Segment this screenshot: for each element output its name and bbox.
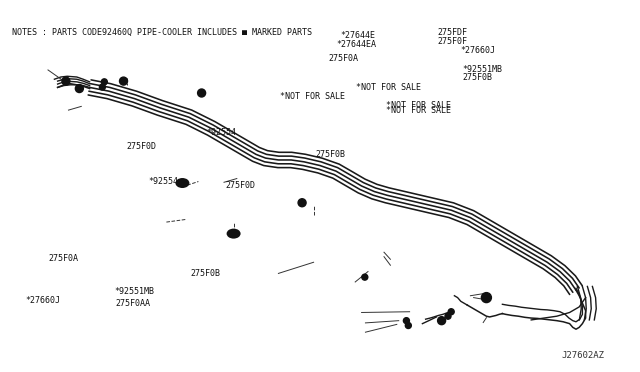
Text: *NOT FOR SALE: *NOT FOR SALE	[280, 92, 346, 101]
Text: *92551MB: *92551MB	[462, 65, 502, 74]
Text: *27644E: *27644E	[340, 31, 376, 40]
Text: *NOT FOR SALE: *NOT FOR SALE	[386, 101, 451, 110]
Text: *92554: *92554	[148, 177, 179, 186]
Ellipse shape	[227, 229, 241, 238]
Text: 275F0A: 275F0A	[48, 254, 78, 263]
Circle shape	[438, 317, 445, 325]
Circle shape	[76, 84, 83, 93]
Text: 275F0D: 275F0D	[126, 142, 156, 151]
Text: *92554: *92554	[206, 128, 236, 137]
Text: 275F0AA: 275F0AA	[115, 299, 150, 308]
Text: 275F0F: 275F0F	[437, 37, 467, 46]
Text: *92551MB: *92551MB	[114, 287, 154, 296]
Circle shape	[445, 313, 451, 319]
Text: *27644EA: *27644EA	[336, 40, 376, 49]
Text: *27660J: *27660J	[26, 296, 61, 305]
Circle shape	[298, 199, 306, 207]
Circle shape	[62, 77, 70, 85]
Text: 275F0B: 275F0B	[316, 150, 346, 159]
Circle shape	[198, 89, 205, 97]
Circle shape	[481, 293, 492, 302]
Text: *27660J: *27660J	[461, 46, 496, 55]
Circle shape	[101, 79, 108, 85]
Text: 275F0D: 275F0D	[225, 182, 255, 190]
Ellipse shape	[175, 178, 189, 188]
Text: *NOT FOR SALE: *NOT FOR SALE	[356, 83, 422, 92]
Circle shape	[448, 309, 454, 315]
Circle shape	[99, 84, 106, 90]
Text: 275F0B: 275F0B	[191, 269, 221, 278]
Text: *NOT FOR SALE: *NOT FOR SALE	[386, 106, 451, 115]
Circle shape	[403, 318, 410, 324]
Text: J27602AZ: J27602AZ	[562, 351, 605, 360]
Text: 275F0A: 275F0A	[328, 54, 358, 63]
Text: 275FDF: 275FDF	[437, 28, 467, 37]
Text: 275F0B: 275F0B	[462, 73, 492, 82]
Text: NOTES : PARTS CODE92460Q PIPE-COOLER INCLUDES ■ MARKED PARTS: NOTES : PARTS CODE92460Q PIPE-COOLER INC…	[12, 28, 312, 37]
Circle shape	[362, 274, 368, 280]
Circle shape	[405, 323, 412, 328]
Circle shape	[120, 77, 127, 85]
